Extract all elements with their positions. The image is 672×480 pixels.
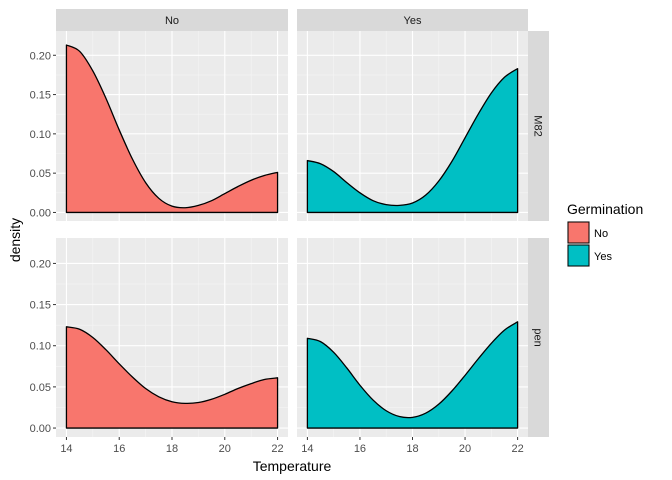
strip-right-bg <box>528 238 549 437</box>
x-tick-label: 16 <box>113 443 125 455</box>
y-tick-label: 0.00 <box>30 423 51 435</box>
x-tick-label: 16 <box>354 443 366 455</box>
density-area-pen-no <box>65 326 279 429</box>
density-area-m82-yes <box>306 67 519 214</box>
x-tick-label: 18 <box>406 443 418 455</box>
facet-strips-right: M82 pen <box>528 31 549 437</box>
facet-panels <box>56 31 528 437</box>
x-axes: 14 16 18 20 22 14 16 18 20 22 <box>60 437 524 455</box>
strip-right-label: M82 <box>532 115 544 136</box>
legend-label-yes: Yes <box>594 251 612 263</box>
legend-title: Germination <box>567 201 643 217</box>
x-tick-label: 22 <box>271 443 283 455</box>
y-tick-label: 0.10 <box>30 341 51 353</box>
legend-label-no: No <box>594 228 608 240</box>
density-area-m82-no <box>65 44 279 214</box>
strip-top-bg <box>297 9 528 31</box>
strip-right-bg <box>528 31 549 221</box>
x-tick-label: 18 <box>166 443 178 455</box>
facet-strips-top: No Yes <box>56 9 528 31</box>
x-axis-title: Temperature <box>253 458 332 474</box>
strip-right-label: pen <box>532 328 544 346</box>
y-axes: 0.00 0.05 0.10 0.15 0.20 0.00 0.05 0.10 0.15 0.20 <box>30 50 56 435</box>
y-tick-label: 0.20 <box>30 50 51 62</box>
x-tick-label: 20 <box>459 443 471 455</box>
y-tick-label: 0.20 <box>30 258 51 270</box>
y-tick-label: 0.15 <box>30 300 51 312</box>
legend-key-yes <box>567 244 590 267</box>
y-tick-label: 0.10 <box>30 129 51 141</box>
strip-top-label: No <box>165 15 179 27</box>
x-tick-label: 14 <box>60 443 72 455</box>
strip-top-bg <box>56 9 288 31</box>
y-tick-label: 0.15 <box>30 90 51 102</box>
strip-top-label: Yes <box>404 15 422 27</box>
y-tick-label: 0.05 <box>30 168 51 180</box>
legend: Germination No Yes <box>567 201 643 267</box>
y-axis-title: density <box>7 218 23 262</box>
legend-key-no <box>567 221 590 244</box>
density-area-pen-yes <box>306 321 519 429</box>
x-tick-label: 20 <box>219 443 231 455</box>
y-tick-label: 0.05 <box>30 382 51 394</box>
x-tick-label: 22 <box>511 443 523 455</box>
x-tick-label: 14 <box>301 443 313 455</box>
y-tick-label: 0.00 <box>30 207 51 219</box>
